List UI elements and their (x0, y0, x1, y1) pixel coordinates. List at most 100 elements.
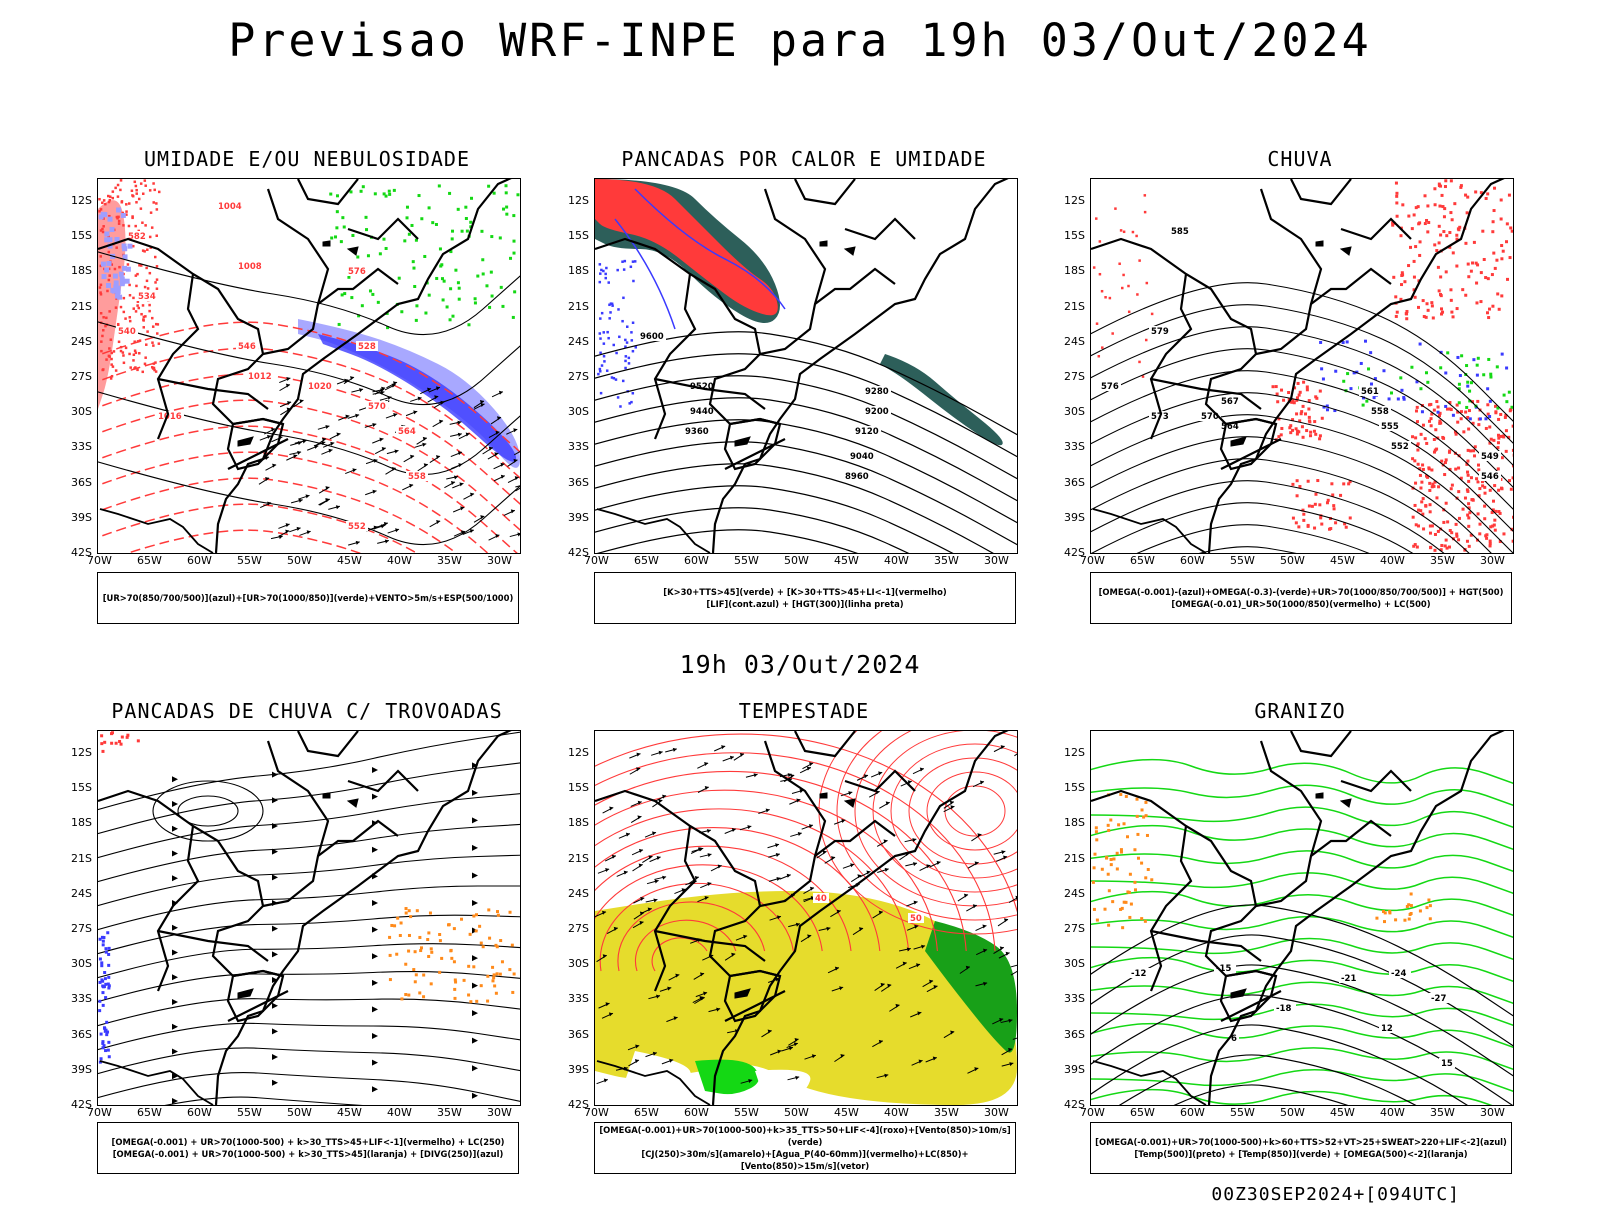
lat-tick-label: 30S (1064, 405, 1085, 418)
svg-text:1008: 1008 (238, 262, 262, 272)
lon-tick-label: 35W (1430, 554, 1455, 567)
contour-label: 9120 (853, 426, 881, 437)
lat-tick-label: 24S (1064, 887, 1085, 900)
lon-tick-label: 35W (437, 554, 462, 567)
svg-text:50: 50 (910, 914, 922, 924)
contour-label: 9040 (848, 451, 876, 462)
lat-tick-label: 12S (1064, 746, 1085, 759)
contour-label: -21 (1339, 973, 1361, 984)
lon-tick-label: 40W (884, 554, 909, 567)
svg-text:540: 540 (118, 327, 136, 337)
lat-tick-label: 36S (71, 1028, 92, 1041)
lat-tick-label: 39S (568, 1063, 589, 1076)
lon-tick-label: 55W (1230, 1106, 1255, 1119)
legend-box-pancadas-trovoadas: [OMEGA(-0.001) + UR>70(1000-500) + k>30_… (97, 1122, 519, 1174)
lon-tick-label: 30W (487, 554, 512, 567)
lon-tick-label: 40W (1380, 554, 1405, 567)
lon-tick-label: 60W (187, 554, 212, 567)
lat-tick-label: 21S (71, 300, 92, 313)
lat-tick-label: 24S (1064, 335, 1085, 348)
contour-label: -27 (1429, 993, 1451, 1004)
lat-tick-label: 18S (568, 816, 589, 829)
lon-tick-label: 70W (87, 1106, 112, 1119)
svg-text:9280: 9280 (865, 387, 889, 397)
panel-title-granizo: GRANIZO (1090, 699, 1510, 723)
lat-tick-label: 30S (568, 405, 589, 418)
lon-tick-label: 60W (684, 554, 709, 567)
lat-tick-label: 18S (71, 264, 92, 277)
contour-label: 15 (1439, 1058, 1455, 1069)
lat-tick-label: 12S (71, 194, 92, 207)
panel-title-tempestade: TEMPESTADE (594, 699, 1014, 723)
legend-line: [OMEGA(-0.001) + UR>70(1000-500) + k>30_… (98, 1148, 518, 1160)
svg-text:-24: -24 (1391, 969, 1406, 979)
lat-tick-label: 39S (568, 511, 589, 524)
contour-label: 552 (346, 521, 368, 532)
contour-label: 570 (366, 401, 388, 412)
lat-tick-label: 27S (71, 922, 92, 935)
lat-tick-label: 18S (71, 816, 92, 829)
legend-line: [Temp(500)](preto) + [Temp(850)](verde) … (1091, 1148, 1511, 1160)
lon-tick-label: 50W (784, 554, 809, 567)
svg-text:576: 576 (348, 267, 366, 277)
lat-tick-label: 36S (1064, 1028, 1085, 1041)
lat-tick-label: 24S (568, 335, 589, 348)
lat-tick-label: 12S (1064, 194, 1085, 207)
main-title: Previsao WRF-INPE para 19h 03/Out/2024 (0, 14, 1600, 67)
lon-tick-label: 65W (634, 554, 659, 567)
lat-tick-label: 15S (568, 781, 589, 794)
contour-label: 564 (396, 426, 418, 437)
contour-label: 12 (1379, 1023, 1395, 1034)
lat-tick-label: 33S (1064, 440, 1085, 453)
svg-text:8960: 8960 (845, 472, 869, 482)
lat-tick-label: 33S (1064, 992, 1085, 1005)
contour-label: 1012 (246, 371, 274, 382)
contour-label: 546 (1479, 471, 1501, 482)
contour-label: 555 (1379, 421, 1401, 432)
lon-tick-label: 65W (1130, 554, 1155, 567)
svg-text:567: 567 (1221, 397, 1239, 407)
contour-label: -18 (1274, 1003, 1296, 1014)
lat-tick-label: 33S (568, 440, 589, 453)
legend-line: [K>30+TTS>45](verde) + [K>30+TTS>45+LI<-… (595, 586, 1015, 598)
lon-tick-label: 65W (137, 554, 162, 567)
contour-label: 50 (908, 913, 924, 924)
svg-text:40: 40 (815, 894, 827, 904)
lon-tick-label: 40W (387, 1106, 412, 1119)
lat-tick-label: 12S (568, 746, 589, 759)
panel-title-pancadas-trovoadas: PANCADAS DE CHUVA C/ TROVOADAS (97, 699, 517, 723)
mid-subtitle: 19h 03/Out/2024 (0, 650, 1600, 679)
svg-text:-12: -12 (1131, 969, 1146, 979)
lon-tick-label: 30W (1480, 1106, 1505, 1119)
lon-tick-label: 70W (1080, 1106, 1105, 1119)
svg-text:558: 558 (1371, 407, 1389, 417)
lat-tick-label: 36S (71, 476, 92, 489)
legend-line: [OMEGA(-0.001)-(azul)+OMEGA(-0.3)-(verde… (1091, 586, 1511, 598)
lat-tick-label: 18S (1064, 816, 1085, 829)
lat-tick-label: 39S (1064, 1063, 1085, 1076)
legend-box-tempestade: [OMEGA(-0.001)+UR>70(1000-500)+k>35_TTS>… (594, 1122, 1016, 1174)
legend-line: [UR>70(850/700/500)](azul)+[UR>70(1000/8… (98, 592, 518, 604)
lat-tick-label: 33S (71, 992, 92, 1005)
legend-line: [CJ(250)>30m/s](amarelo)+[Agua_P(40-60mm… (595, 1148, 1015, 1172)
lon-tick-label: 45W (834, 1106, 859, 1119)
lat-tick-label: 21S (568, 300, 589, 313)
lon-tick-label: 35W (437, 1106, 462, 1119)
contour-label: 1004 (216, 201, 244, 212)
lat-tick-label: 18S (568, 264, 589, 277)
lon-tick-label: 45W (1330, 554, 1355, 567)
lon-tick-label: 55W (1230, 554, 1255, 567)
lon-tick-label: 50W (287, 1106, 312, 1119)
lat-tick-label: 33S (568, 992, 589, 1005)
contour-label: 1008 (236, 261, 264, 272)
lon-tick-label: 40W (1380, 1106, 1405, 1119)
lon-tick-label: 55W (237, 1106, 262, 1119)
lat-tick-label: 15S (71, 229, 92, 242)
legend-box-pancadas-calor: [K>30+TTS>45](verde) + [K>30+TTS>45+LI<-… (594, 572, 1016, 624)
lon-tick-label: 50W (784, 1106, 809, 1119)
svg-text:552: 552 (1391, 442, 1409, 452)
lon-tick-label: 70W (584, 554, 609, 567)
